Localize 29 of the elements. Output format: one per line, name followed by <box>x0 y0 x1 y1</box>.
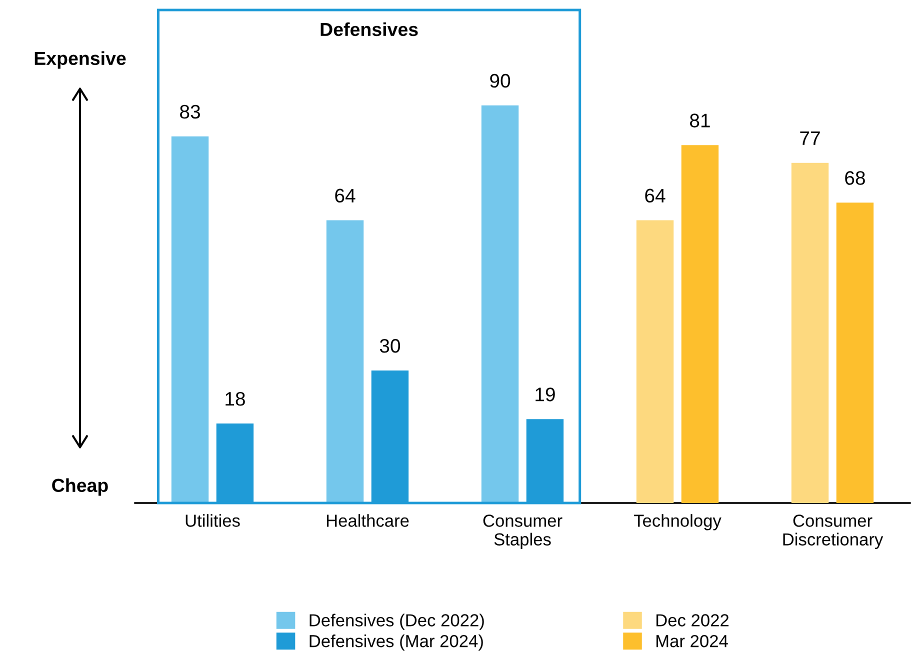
x-tick-label: Technology <box>634 514 722 530</box>
data-label: 68 <box>845 171 865 185</box>
data-label: 83 <box>180 104 200 119</box>
data-label: 77 <box>800 132 820 145</box>
data-label: 19 <box>536 388 555 402</box>
x-tick-label: Consumer Discretionary <box>783 514 884 549</box>
legend-label: Defensives (Mar 2024) <box>310 634 483 651</box>
data-label: 18 <box>226 392 245 406</box>
data-label: 64 <box>645 188 666 203</box>
bar <box>481 105 519 503</box>
x-tick-label: Healthcare <box>326 514 409 527</box>
data-label: 90 <box>490 74 510 88</box>
data-label: 81 <box>690 114 710 128</box>
bar <box>326 220 364 503</box>
data-label: 64 <box>335 188 356 203</box>
bar <box>171 136 209 503</box>
bar <box>791 162 829 503</box>
bar <box>636 220 674 503</box>
text: Cheap <box>52 478 108 496</box>
x-tick-label: Utilities <box>186 514 240 527</box>
legend-label: Mar 2024 <box>656 634 728 648</box>
bar <box>681 145 719 503</box>
bar <box>836 202 874 503</box>
text: Expensive <box>34 51 126 69</box>
x-tick-label: Consumer Staples <box>483 514 562 549</box>
text: Defensives <box>320 22 418 36</box>
legend-label: Dec 2022 <box>656 614 729 626</box>
legend-label: Defensives (Dec 2022) <box>310 614 484 630</box>
data-label: 30 <box>380 338 400 353</box>
